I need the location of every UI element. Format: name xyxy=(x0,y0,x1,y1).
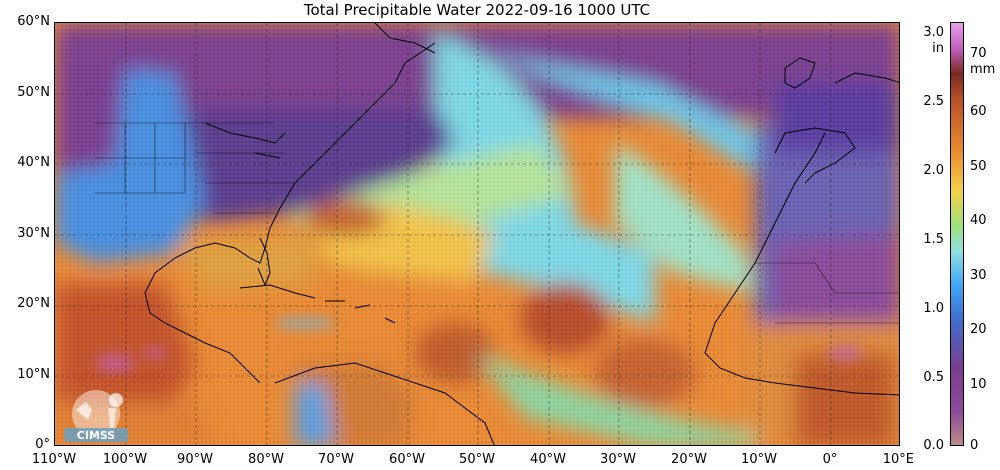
graticule xyxy=(55,23,899,445)
lon-label-50w: 50°W xyxy=(459,452,495,467)
cb-in-tick-1.0: 1.0 xyxy=(923,301,944,316)
coastlines xyxy=(144,23,899,445)
lat-label-40n: 40°N xyxy=(17,155,50,170)
lon-label-70w: 70°W xyxy=(318,452,354,467)
tpw-map xyxy=(54,22,900,446)
lon-label-10w: 10°W xyxy=(741,452,777,467)
lon-label-10e: 10°E xyxy=(882,452,914,467)
cimss-logo-text: CIMSS xyxy=(77,429,116,442)
cb-mm-tick-40: 40 xyxy=(970,213,987,228)
cb-mm-tick-50: 50 xyxy=(970,159,987,174)
cb-mm-tick-30: 30 xyxy=(970,268,987,283)
lon-label-60w: 60°W xyxy=(389,452,425,467)
colorbar xyxy=(950,22,964,446)
lat-label-20n: 20°N xyxy=(17,296,50,311)
colorbar-unit-mm: mm xyxy=(970,62,996,77)
lat-label-10n: 10°N xyxy=(17,367,50,382)
lon-label-30w: 30°W xyxy=(600,452,636,467)
moisture-field xyxy=(55,23,899,445)
lat-label-30n: 30°N xyxy=(17,226,50,241)
lon-label-90w: 90°W xyxy=(177,452,213,467)
cimss-logo: CIMSS xyxy=(58,388,134,444)
cb-mm-tick-20: 20 xyxy=(970,322,987,337)
cb-in-tick-0.5: 0.5 xyxy=(923,370,944,385)
lat-label-50n: 50°N xyxy=(17,85,50,100)
cb-mm-tick-60: 60 xyxy=(970,104,987,119)
lat-label-60n: 60°N xyxy=(17,14,50,29)
map-title: Total Precipitable Water 2022-09-16 1000… xyxy=(303,1,651,19)
lon-label-110w: 110°W xyxy=(31,452,77,467)
cb-in-tick-1.5: 1.5 xyxy=(923,232,944,247)
cb-mm-tick-70: 70 xyxy=(970,46,987,61)
cb-in-tick-0.0: 0.0 xyxy=(923,438,944,453)
colorbar-unit-in: in xyxy=(932,41,944,56)
cb-in-tick-2.5: 2.5 xyxy=(923,94,944,109)
lon-label-20w: 20°W xyxy=(671,452,707,467)
lon-label-40w: 40°W xyxy=(530,452,566,467)
lon-label-0: 0° xyxy=(822,452,838,467)
cb-mm-tick-0: 0 xyxy=(970,438,979,453)
lon-label-80w: 80°W xyxy=(248,452,284,467)
cb-mm-tick-10: 10 xyxy=(970,377,987,392)
cb-in-tick-2.0: 2.0 xyxy=(923,163,944,178)
lon-label-100w: 100°W xyxy=(102,452,148,467)
cb-in-tick-3.0: 3.0 xyxy=(923,25,944,40)
lat-label-0: 0° xyxy=(35,437,50,452)
political-borders xyxy=(95,122,899,324)
tpw-map-canvas xyxy=(55,23,899,445)
